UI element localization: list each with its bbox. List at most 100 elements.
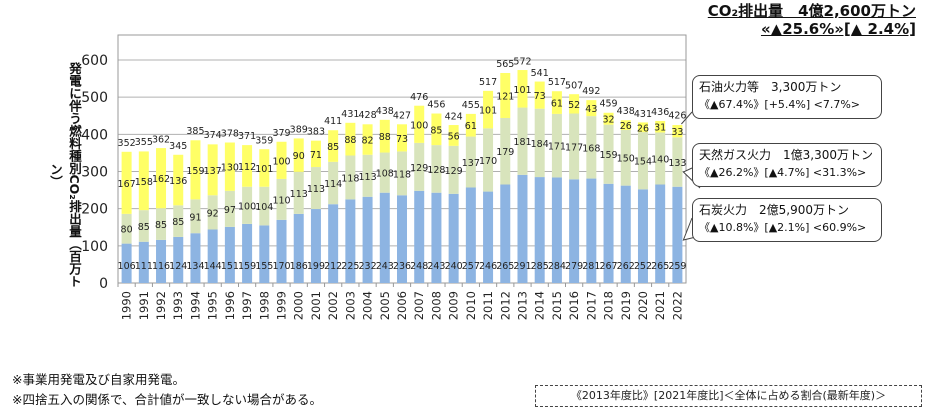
bar-segment — [551, 177, 562, 283]
x-tick-label: 1995 — [206, 291, 220, 320]
bar-segment — [276, 141, 287, 179]
data-label: 281 — [582, 261, 600, 272]
data-label: 171 — [548, 142, 566, 153]
x-tick-label: 2006 — [395, 291, 409, 320]
data-label: 113 — [359, 172, 377, 183]
callout-gas-stats: 《▲26.2%》[▲4.7%] <31.3%> — [699, 166, 867, 179]
data-label: 158 — [135, 177, 153, 188]
data-label: 128 — [427, 165, 445, 176]
bar-segment — [345, 155, 356, 200]
bar-segment — [500, 73, 511, 118]
data-label: 114 — [324, 179, 342, 190]
x-tick-label: 2008 — [429, 291, 443, 320]
legend-note: 《2013年度比》[2021年度比]＜全体に占める割合(最新年度)＞ — [535, 385, 922, 407]
bar-segment — [362, 196, 373, 283]
data-label: 181 — [513, 137, 531, 148]
bar-segment — [345, 199, 356, 283]
total-label: 476 — [410, 92, 428, 103]
data-label: 26 — [620, 121, 632, 132]
x-tick-label: 2014 — [533, 291, 547, 320]
total-label: 431 — [341, 109, 359, 120]
data-label: 52 — [568, 100, 580, 111]
bar-segment — [620, 120, 631, 130]
bar-segment — [672, 125, 683, 138]
data-label: 144 — [204, 261, 222, 272]
data-label: 61 — [465, 121, 477, 132]
footnotes: ※事業用発電及び自家用発電。 ※四捨五入の関係で、合計値が一致しない場合がある。 — [12, 370, 322, 410]
footnote-1: ※事業用発電及び自家用発電。 — [12, 372, 185, 387]
bar-segment — [121, 213, 132, 244]
data-label: 56 — [448, 131, 460, 142]
bar-segment — [345, 122, 356, 156]
bar-segment — [156, 148, 167, 209]
data-label: 155 — [255, 261, 273, 272]
data-label: 257 — [462, 261, 480, 272]
bar-segment — [465, 136, 476, 188]
bar-segment — [483, 191, 494, 283]
data-label: 179 — [496, 147, 514, 158]
data-label: 100 — [272, 156, 290, 167]
x-tick-label: 2003 — [343, 291, 357, 320]
bar-segment — [603, 183, 614, 283]
bar-segment — [465, 187, 476, 283]
bar-segment — [431, 145, 442, 193]
x-tick-label: 1993 — [171, 291, 185, 320]
x-tick-label: 2018 — [602, 291, 616, 320]
data-label: 100 — [238, 201, 256, 212]
data-label: 291 — [513, 261, 531, 272]
total-label: 411 — [324, 116, 342, 127]
bar-segment — [672, 186, 683, 283]
x-tick-label: 1990 — [120, 291, 134, 320]
total-label: 517 — [548, 77, 566, 88]
total-label: 455 — [462, 100, 480, 111]
data-label: 186 — [290, 261, 308, 272]
total-label: 352 — [118, 138, 136, 149]
total-label: 426 — [668, 111, 686, 122]
callout-coal: 石炭火力 2億5,900万トン 《▲10.8%》[▲2.1%] <60.9%> — [692, 198, 882, 242]
bar-segment — [173, 154, 184, 206]
x-tick-label: 2016 — [567, 291, 581, 320]
data-label: 267 — [599, 261, 617, 272]
callout-oil-pointer — [681, 111, 693, 125]
x-tick-label: 1999 — [275, 291, 289, 320]
bar-segment — [328, 204, 339, 283]
bar-segment — [276, 178, 287, 220]
data-label: 106 — [118, 261, 136, 272]
x-tick-label: 2020 — [636, 291, 650, 320]
bar-segment — [534, 108, 545, 178]
y-tick-label: 400 — [81, 127, 108, 143]
bar-segment — [397, 124, 407, 152]
total-label: 541 — [531, 68, 549, 79]
x-tick-label: 2022 — [670, 291, 684, 320]
x-tick-label: 1998 — [257, 291, 271, 320]
data-label: 170 — [272, 261, 290, 272]
bar-segment — [207, 144, 218, 196]
data-label: 279 — [565, 261, 583, 272]
data-label: 240 — [445, 261, 463, 272]
data-label: 85 — [327, 142, 339, 153]
x-tick-label: 1997 — [240, 291, 254, 320]
data-label: 159 — [186, 166, 204, 177]
x-tick-label: 2000 — [292, 291, 306, 320]
total-label: 374 — [204, 130, 222, 141]
bar-segment — [190, 233, 201, 283]
data-label: 243 — [427, 261, 445, 272]
data-label: 177 — [565, 142, 583, 153]
total-label: 424 — [445, 111, 463, 122]
bar-segment — [379, 119, 390, 153]
data-label: 133 — [668, 158, 686, 169]
data-label: 159 — [599, 150, 617, 161]
bar-segment — [173, 205, 184, 237]
data-label: 82 — [362, 136, 374, 147]
total-label: 345 — [169, 141, 187, 152]
bar-segment — [637, 189, 648, 283]
total-label: 459 — [599, 98, 617, 109]
x-tick-label: 2021 — [653, 291, 667, 320]
data-label: 101 — [255, 164, 273, 175]
x-tick-label: 1996 — [223, 291, 237, 320]
bar-segment — [655, 120, 666, 133]
y-tick-label: 100 — [81, 239, 108, 255]
bar-segment — [276, 219, 287, 283]
bar-segment — [190, 199, 201, 234]
